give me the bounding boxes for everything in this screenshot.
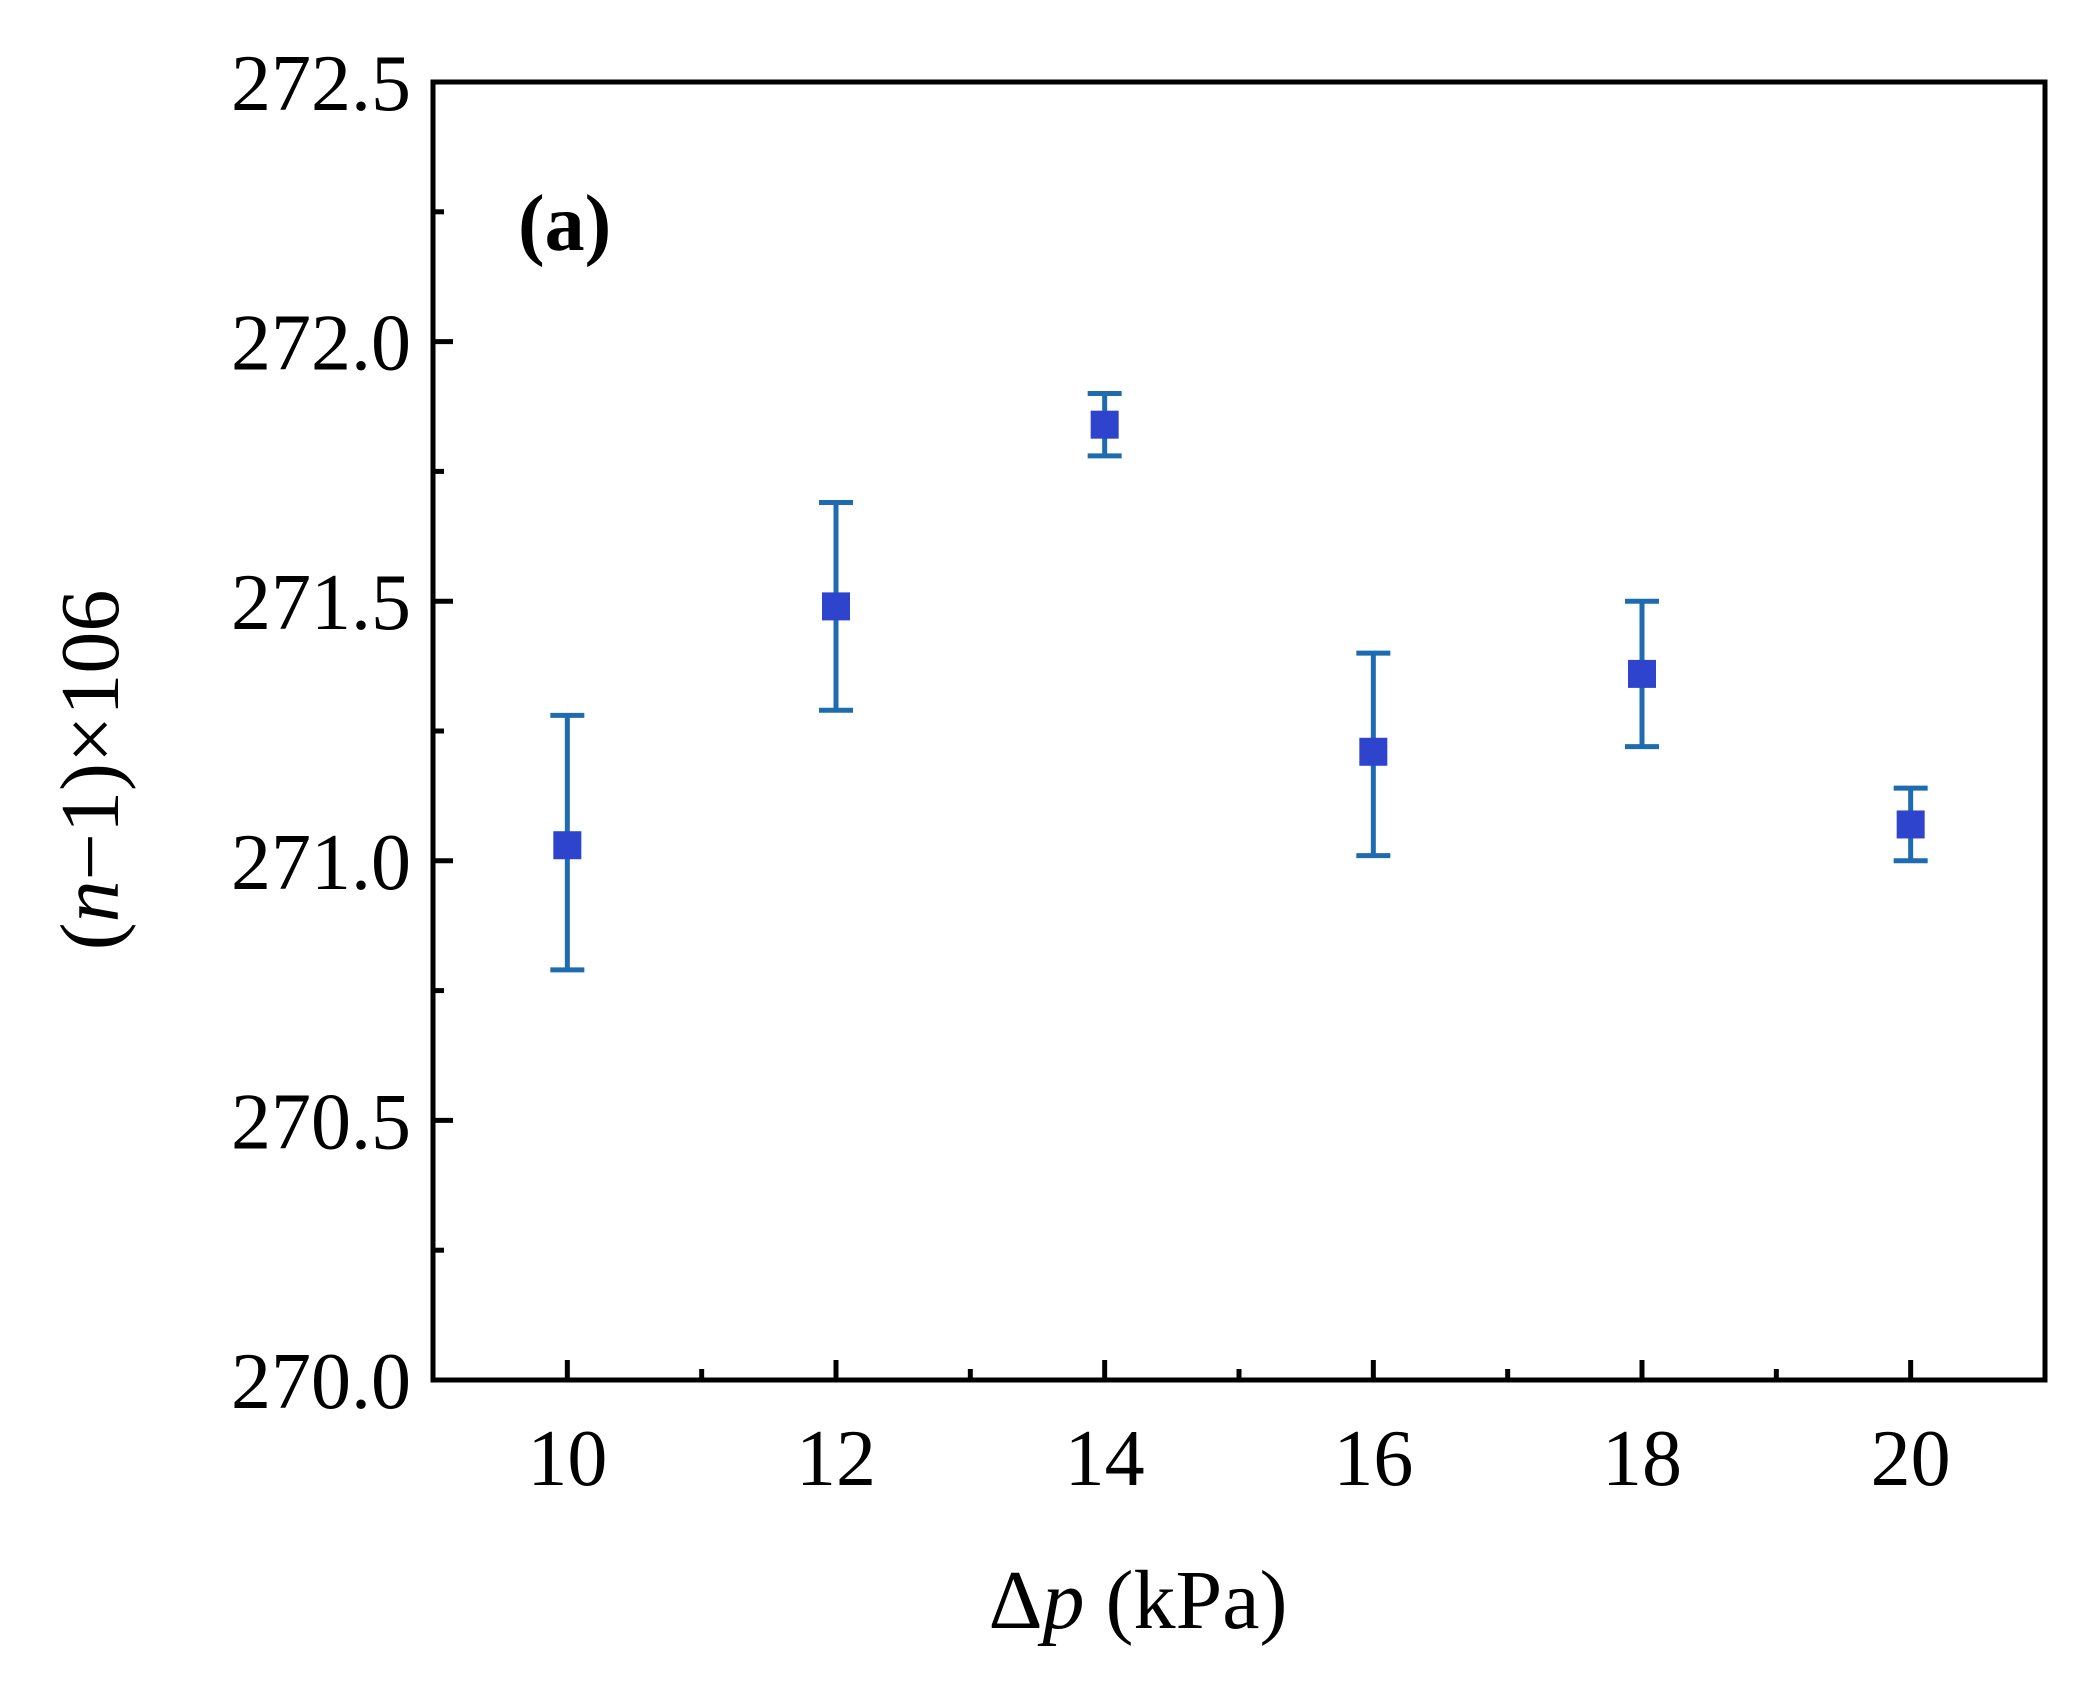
- y-tick-label: 270.0: [231, 1338, 411, 1426]
- data-point-marker: [1896, 810, 1925, 839]
- minor-ticks: [433, 209, 1779, 1380]
- x-tick-label: 20: [1871, 1415, 1951, 1503]
- y-axis-title: (n−1)×106: [44, 590, 137, 951]
- panel-label: (a): [518, 180, 611, 268]
- data-point-marker: [1628, 659, 1656, 688]
- y-tick-label: 270.5: [231, 1078, 411, 1166]
- y-tick-label: 271.5: [231, 559, 411, 647]
- x-axis-title: Δp (kPa): [989, 1554, 1288, 1647]
- data-point-marker: [822, 592, 850, 621]
- x-tick-label: 12: [796, 1415, 876, 1503]
- x-tick-labels: 10 12 14 16 18 20: [527, 1415, 1950, 1503]
- data-point-marker: [1359, 737, 1388, 766]
- y-tick-label: 272.0: [231, 300, 411, 388]
- y-tick-label: 271.0: [231, 819, 411, 907]
- data-markers: [553, 410, 1925, 860]
- major-ticks: [433, 79, 1914, 1383]
- error-bars: [550, 391, 1928, 973]
- y-tick-label: 272.5: [231, 40, 411, 128]
- x-tick-label: 10: [527, 1415, 607, 1503]
- x-tick-label: 14: [1065, 1415, 1145, 1503]
- data-point-marker: [1090, 410, 1119, 439]
- x-tick-label: 18: [1602, 1415, 1682, 1503]
- y-tick-labels: 270.0 270.5 271.0 271.5 272.0 272.5: [231, 40, 411, 1426]
- data-point-marker: [553, 831, 582, 860]
- x-tick-label: 16: [1333, 1415, 1413, 1503]
- plot-frame: [430, 79, 2048, 1383]
